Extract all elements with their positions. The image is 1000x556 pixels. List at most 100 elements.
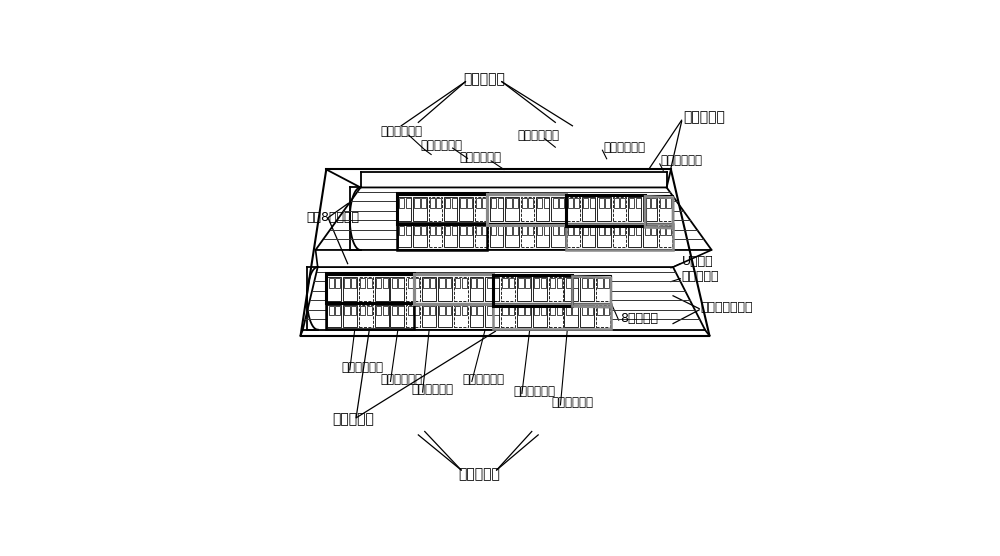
Bar: [582, 306, 587, 315]
Bar: [351, 306, 356, 315]
Bar: [491, 198, 496, 208]
Text: 第二单相线圈: 第二单相线圈: [513, 385, 555, 398]
Bar: [398, 278, 404, 288]
Bar: [580, 277, 594, 301]
Bar: [590, 226, 595, 235]
Bar: [414, 278, 419, 288]
Bar: [536, 197, 549, 221]
Bar: [605, 198, 610, 208]
Bar: [360, 278, 365, 288]
Bar: [359, 277, 373, 301]
Polygon shape: [397, 195, 673, 223]
Bar: [537, 226, 542, 235]
Text: 长定子线圈: 长定子线圈: [458, 467, 500, 481]
Bar: [406, 198, 411, 208]
Bar: [491, 226, 496, 235]
Bar: [414, 226, 420, 235]
Bar: [477, 306, 483, 315]
Bar: [566, 306, 571, 315]
Bar: [636, 226, 641, 235]
Bar: [620, 226, 625, 235]
Bar: [454, 277, 468, 301]
Bar: [528, 198, 533, 208]
Bar: [559, 198, 564, 208]
Bar: [392, 306, 397, 315]
Text: 第二单相线圈: 第二单相线圈: [421, 138, 463, 152]
Bar: [518, 306, 524, 315]
Bar: [335, 306, 340, 315]
Bar: [513, 198, 518, 208]
Text: 第二单相线圈: 第二单相线圈: [381, 373, 423, 386]
Bar: [599, 198, 604, 208]
Text: 第三单相线圈: 第三单相线圈: [412, 384, 454, 396]
Bar: [659, 197, 672, 221]
Bar: [643, 197, 657, 221]
Bar: [553, 226, 558, 235]
Bar: [344, 306, 350, 315]
Bar: [553, 198, 558, 208]
Bar: [423, 306, 429, 315]
Bar: [505, 225, 519, 246]
Bar: [549, 305, 563, 326]
Bar: [421, 226, 426, 235]
Bar: [376, 306, 381, 315]
Bar: [643, 225, 657, 246]
Bar: [408, 278, 413, 288]
Polygon shape: [326, 275, 611, 303]
Bar: [659, 225, 672, 246]
Bar: [628, 197, 641, 221]
Text: 第三单相线圈: 第三单相线圈: [459, 151, 501, 165]
Bar: [335, 278, 340, 288]
Bar: [660, 226, 665, 235]
Bar: [475, 197, 488, 221]
Bar: [485, 277, 499, 301]
Bar: [436, 198, 441, 208]
Bar: [413, 197, 427, 221]
Text: 第三单相线圈: 第三单相线圈: [660, 155, 702, 167]
Text: 第一单相线圈: 第一单相线圈: [462, 373, 504, 386]
Bar: [351, 278, 356, 288]
Bar: [533, 277, 547, 301]
Bar: [583, 198, 588, 208]
Bar: [628, 225, 641, 246]
Bar: [392, 278, 397, 288]
Bar: [568, 226, 573, 235]
Bar: [482, 198, 487, 208]
Bar: [567, 225, 580, 246]
Bar: [551, 197, 565, 221]
Bar: [329, 278, 334, 288]
Bar: [502, 278, 508, 288]
Bar: [522, 198, 527, 208]
Bar: [471, 306, 476, 315]
Bar: [399, 226, 404, 235]
Bar: [445, 198, 450, 208]
Text: 导向轮轨道: 导向轮轨道: [682, 270, 719, 283]
Bar: [430, 278, 435, 288]
Bar: [525, 278, 530, 288]
Polygon shape: [303, 267, 705, 330]
Bar: [572, 278, 578, 288]
Bar: [460, 226, 466, 235]
Bar: [408, 306, 413, 315]
Bar: [359, 305, 373, 326]
Bar: [460, 198, 466, 208]
Bar: [614, 226, 619, 235]
Bar: [544, 226, 549, 235]
Bar: [534, 306, 539, 315]
Polygon shape: [397, 223, 673, 249]
Text: 长定子线圈: 长定子线圈: [333, 412, 375, 426]
Bar: [505, 197, 519, 221]
Text: 一对长定子线圈: 一对长定子线圈: [701, 301, 753, 314]
Bar: [490, 197, 503, 221]
Bar: [660, 198, 665, 208]
Bar: [498, 198, 503, 208]
Bar: [462, 306, 467, 315]
Bar: [498, 226, 503, 235]
Text: 第一单相线圈: 第一单相线圈: [517, 129, 559, 142]
Bar: [614, 198, 619, 208]
Bar: [568, 198, 573, 208]
Polygon shape: [316, 187, 712, 250]
Text: 第一单相线圈: 第一单相线圈: [341, 361, 383, 374]
Bar: [421, 198, 426, 208]
Bar: [604, 278, 609, 288]
